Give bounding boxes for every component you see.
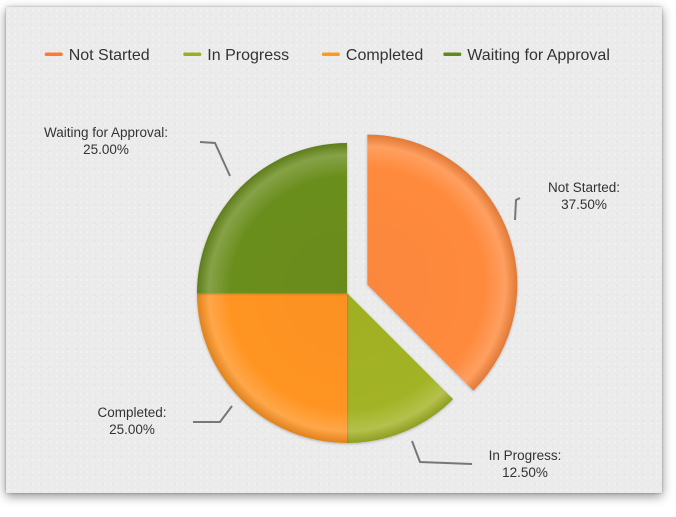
pie-slice-not-started[interactable] [367, 134, 518, 391]
legend-swatch-waiting-for-approval [443, 52, 462, 56]
legend-item-waiting-for-approval[interactable]: Waiting for Approval [443, 47, 610, 64]
callout-value-waiting-for-approval: 25.00% [83, 142, 129, 157]
callout-label-waiting-for-approval: Waiting for Approval: [44, 125, 168, 140]
legend-label-not-started: Not Started [69, 47, 150, 64]
callout-line-completed [193, 405, 233, 423]
callout-value-in-progress: 12.50% [502, 465, 548, 480]
callout-value-completed: 25.00% [109, 422, 155, 437]
legend-item-not-started[interactable]: Not Started [44, 47, 150, 64]
pie-slices [197, 134, 518, 443]
slice-callouts: Not Started: 37.50% In Progress: 12.50% Comp… [44, 125, 620, 480]
legend-item-completed[interactable]: Completed [321, 47, 423, 64]
pie-slice-waiting-for-approval[interactable] [197, 143, 347, 293]
legend-label-in-progress: In Progress [207, 47, 289, 64]
legend-swatch-completed [321, 52, 340, 56]
callout-line-in-progress [411, 440, 473, 465]
callout-line-waiting-for-approval [199, 141, 231, 177]
pie-slice-in-progress[interactable] [347, 293, 454, 443]
callout-label-in-progress: In Progress: [489, 448, 562, 463]
chart-legend: Not Started In Progress Completed Waiting f… [44, 47, 610, 64]
legend-swatch-in-progress [183, 52, 202, 56]
legend-label-waiting-for-approval: Waiting for Approval [467, 47, 610, 64]
callout-value-not-started: 37.50% [561, 197, 607, 212]
legend-swatch-not-started [44, 52, 63, 56]
legend-label-completed: Completed [346, 47, 423, 64]
pie-slice-completed[interactable] [197, 293, 347, 443]
callout-label-not-started: Not Started: [548, 180, 620, 195]
legend-item-in-progress[interactable]: In Progress [183, 47, 289, 64]
callout-line-not-started [514, 197, 521, 221]
callout-label-completed: Completed: [97, 405, 166, 420]
